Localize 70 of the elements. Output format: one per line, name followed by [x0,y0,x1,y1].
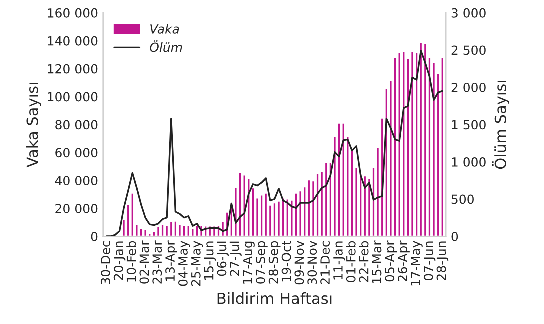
legend-label: Vaka [150,24,180,34]
bar [306,179,312,237]
bar [260,194,264,237]
bar [316,173,320,237]
x-tick-label: 01-Feb [346,241,356,282]
x-tick-label: 27-Jul [230,242,242,276]
y2-tick-label: 2 000 [452,82,486,92]
x-tick-label: 28-Sep [268,241,281,284]
y2-tick-label: 0 [452,232,458,242]
y-tick-label: 0 [91,232,98,242]
y2-tick-label: 500 [452,194,474,204]
bar [264,192,268,237]
x-tick-label: 25-May [191,241,204,286]
bar [281,197,286,237]
x-tick-label: 06-Jul [217,242,230,276]
bar [143,228,148,237]
x-tick-label: 09-Nov [294,241,304,285]
bar [324,162,329,237]
bar [190,228,196,237]
y-tick-label: 140 000 [48,36,98,46]
x-tick-label: 07-Jun [424,242,436,281]
y-tick-label: 20 000 [56,204,98,214]
bar [164,224,170,237]
x-tick-label: 20-Jan [114,242,126,280]
x-tick-label: 15-Mar [372,240,382,284]
y2-tick-label: 1 500 [452,120,486,130]
y-axis-title: Vaka Sayısı [26,83,42,168]
x-tick-label: 07-Sep [256,241,268,284]
bar [276,200,282,237]
x-tick-label: 05-Apr [385,240,398,282]
y2-axis-title: Ölüm Sayısı [492,81,510,170]
bar [169,220,174,237]
bar [337,122,342,237]
y-tick-label: 40 000 [55,176,98,186]
y2-tick-label: 2 500 [452,46,486,56]
x-tick-label: 28-Jun [436,242,449,280]
x-axis-title: Bildirim Haftası [218,292,332,304]
x-tick-label: 19-Oct [282,240,292,282]
y2-tick-label: 3 000 [452,8,486,18]
bar [160,224,165,237]
y-tick-label: 60 000 [56,148,98,158]
x-tick-label: 26-Apr [398,240,410,282]
bar [402,50,406,237]
bar [173,220,178,237]
bar [440,56,445,237]
y-tick-label: 80 000 [56,120,98,130]
bar [186,224,191,237]
y2-tick-label: 1 000 [452,157,486,167]
x-tick-label: 23-Mar [152,240,162,284]
y-tick-label: 120 000 [48,64,98,74]
x-tick-label: 17-Aug [243,242,255,284]
bar [148,233,152,237]
x-tick-label: 22-Feb [359,241,369,282]
y-tick-label: 100 000 [48,92,98,102]
y-tick-label: 160 000 [48,8,98,18]
x-tick-label: 04-May [178,241,190,286]
bar [130,192,135,237]
x-tick-label: 11-Jan [334,242,346,280]
legend-label: Ölüm [150,40,182,52]
x-tick-label: 30-Dec [100,241,110,284]
x-tick-label: 15-Jun [204,242,216,280]
bar [178,224,182,237]
bar [182,224,187,237]
x-tick-label: 13-Apr [166,240,178,282]
x-tick-label: 10-Feb [126,241,136,282]
x-tick-label: 17-May [411,241,423,286]
x-tick-label: 30-Nov [308,241,318,285]
x-tick-label: 21-Dec [320,241,330,284]
bar [423,42,428,237]
x-tick-label: 02-Mar [140,240,150,284]
